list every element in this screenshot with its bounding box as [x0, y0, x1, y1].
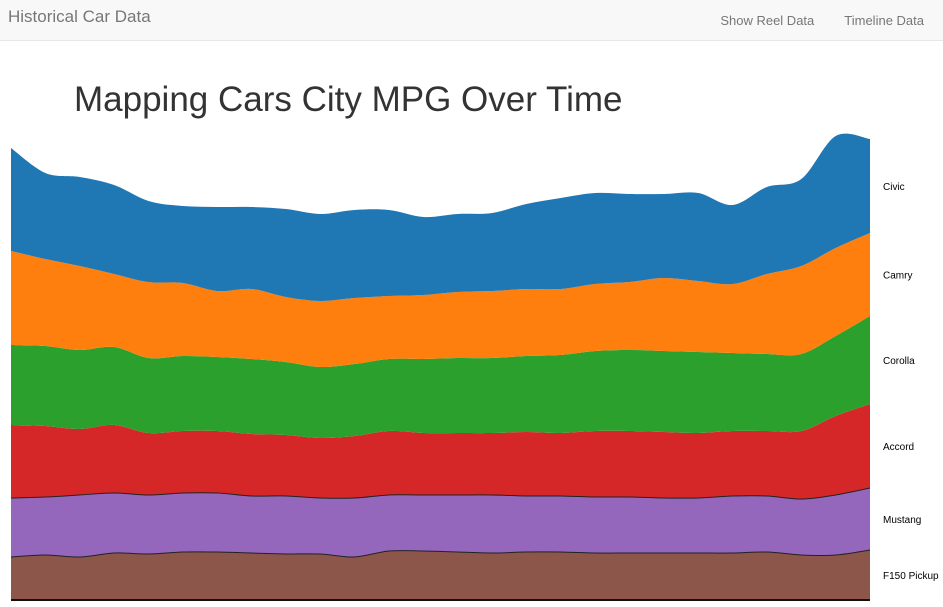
series-label-corolla: Corolla: [883, 356, 915, 367]
area-accord: [11, 404, 870, 500]
nav-link-timeline-data[interactable]: Timeline Data: [844, 12, 924, 28]
boundary-f150-pickup: [10, 549, 871, 558]
area-mustang: [11, 488, 870, 558]
series-label-mustang: Mustang: [883, 515, 921, 526]
nav-links: Show Reel Data Timeline Data: [709, 0, 943, 40]
area-f150-pickup: [11, 550, 870, 600]
series-label-f150-pickup: F150 Pickup: [883, 571, 939, 582]
page-title: Mapping Cars City MPG Over Time: [74, 80, 623, 119]
series-label-camry: Camry: [883, 271, 912, 282]
series-label-civic: Civic: [883, 182, 905, 193]
series-label-accord: Accord: [883, 442, 914, 453]
navbar: Historical Car Data Show Reel Data Timel…: [0, 0, 943, 41]
navbar-brand[interactable]: Historical Car Data: [8, 7, 151, 26]
area-camry: [11, 233, 870, 368]
area-civic: [11, 133, 870, 302]
boundary-mustang: [10, 487, 871, 500]
area-corolla: [11, 316, 870, 439]
nav-link-show-reel-data[interactable]: Show Reel Data: [720, 12, 815, 28]
